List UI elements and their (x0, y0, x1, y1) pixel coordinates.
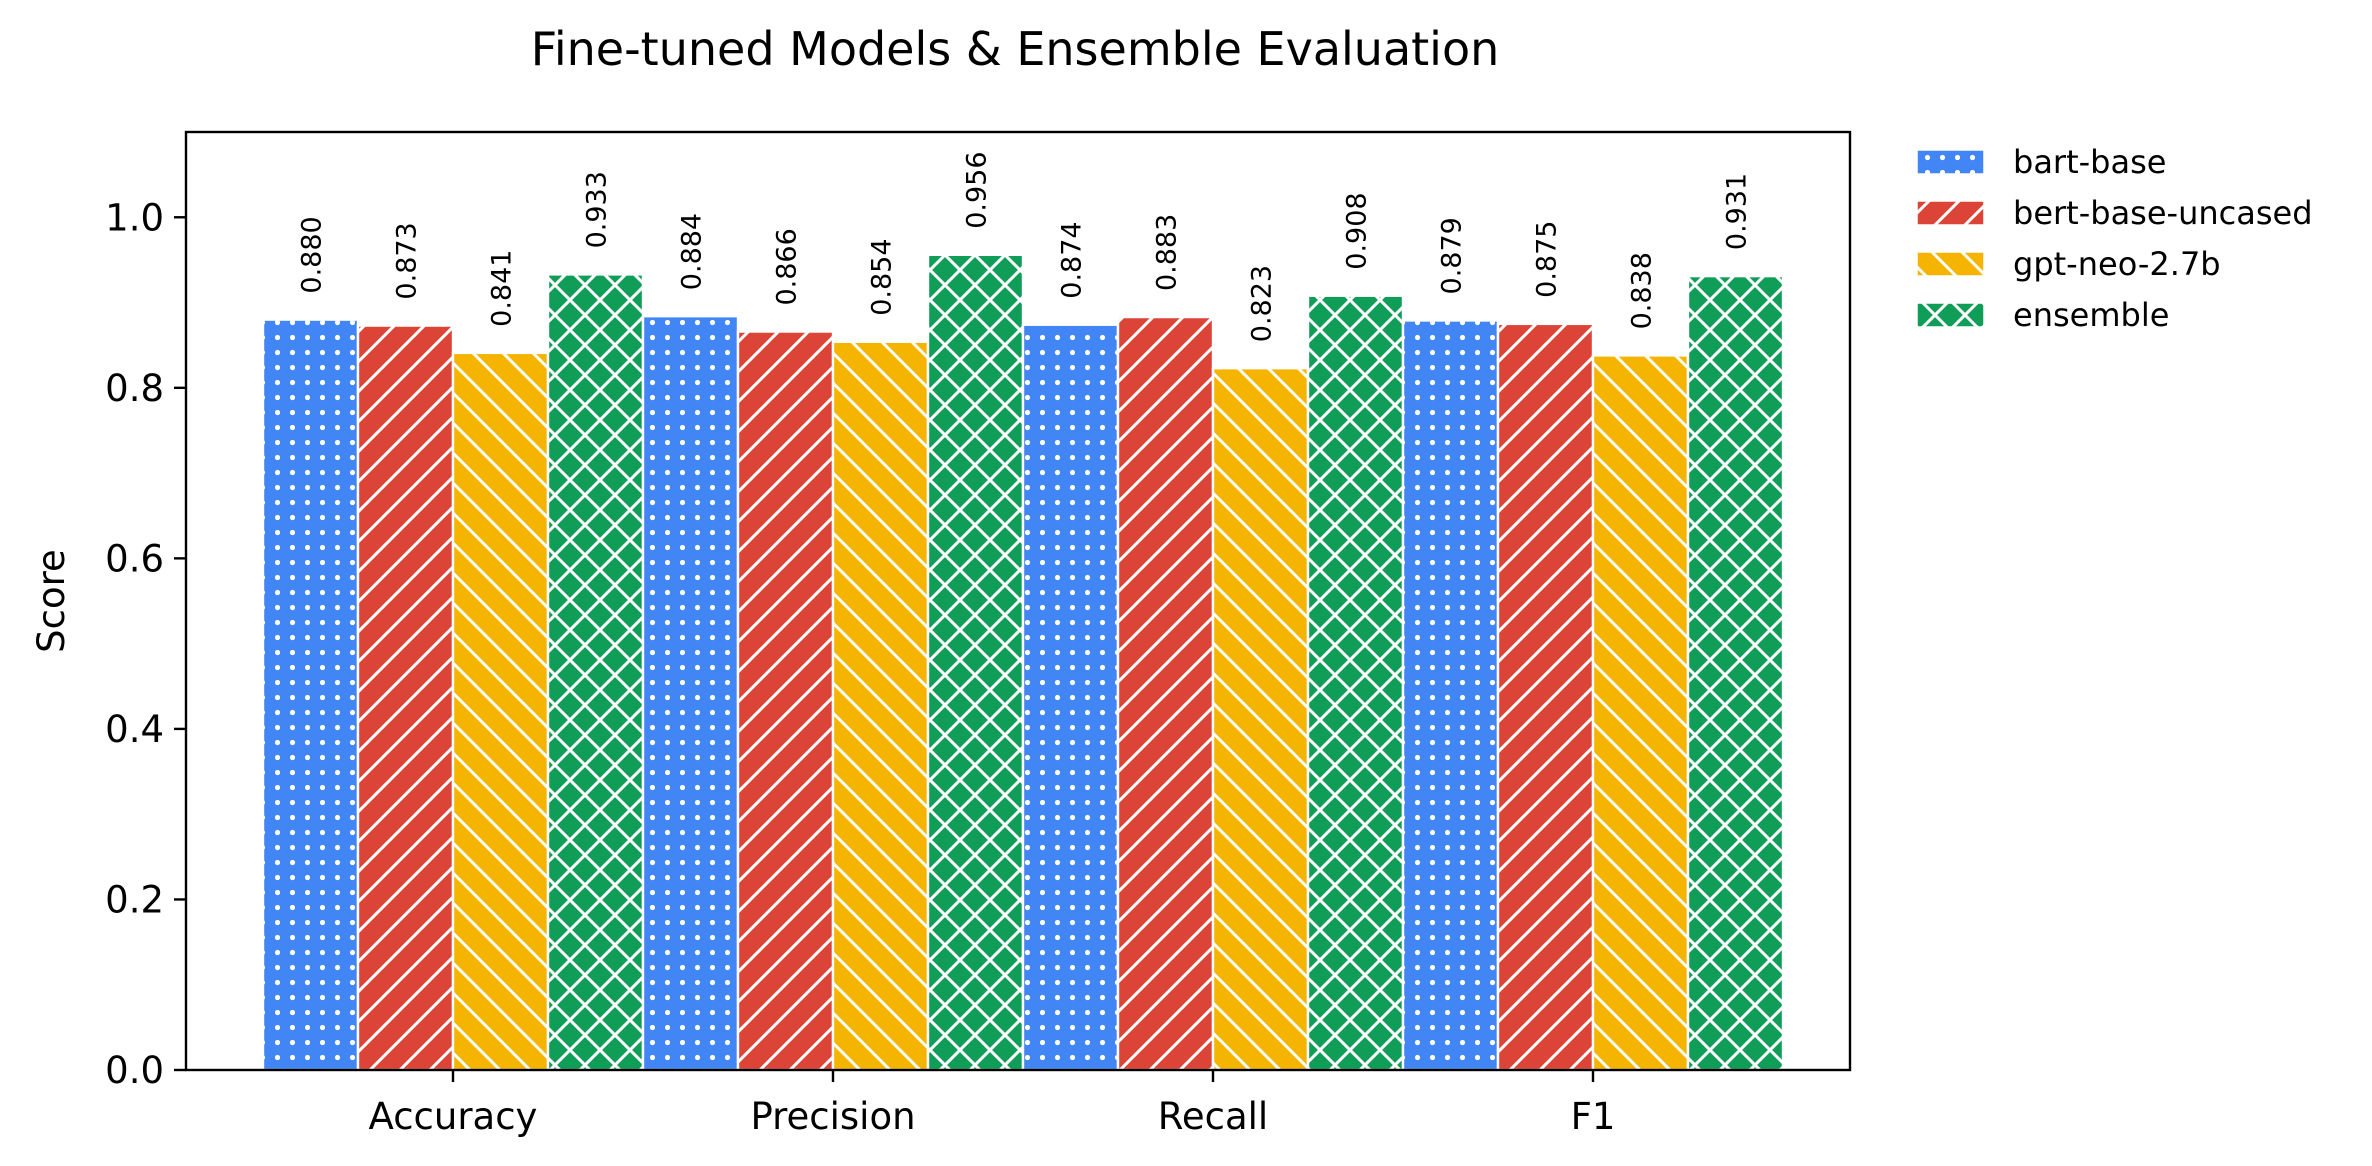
x-axis: Accuracy Precision Recall F1 (369, 1070, 1616, 1138)
legend-swatch-ensemble (1916, 302, 1985, 328)
value-label-gpt-neo-2-7b-recall: 0.823 (1247, 265, 1278, 342)
legend-label-ensemble: ensemble (2013, 296, 2169, 334)
bar-gpt-neo-2-7b-recall (1211, 367, 1310, 1072)
bar-bert-base-uncased-precision (736, 330, 835, 1072)
x-tick-label-recall: Recall (1158, 1095, 1268, 1138)
y-tick-label: 0.4 (105, 708, 164, 751)
y-tick-label: 0.6 (105, 537, 164, 580)
bar-ensemble-precision (926, 253, 1025, 1072)
legend-label-bert-base-uncased: bert-base-uncased (2013, 194, 2313, 232)
legend-swatch-gpt-neo-2-7b (1916, 251, 1985, 277)
value-label-ensemble-accuracy: 0.933 (582, 171, 613, 248)
value-label-bert-base-uncased-accuracy: 0.873 (392, 222, 423, 299)
value-label-bert-base-uncased-f1: 0.875 (1532, 221, 1563, 298)
legend-entry-gpt-neo-2-7b: gpt-neo-2.7b (1916, 245, 2221, 283)
value-label-bart-base-precision: 0.884 (677, 213, 708, 290)
legend-swatch-bart-base (1916, 149, 1985, 175)
y-tick-label: 0.2 (105, 878, 164, 921)
bar-gpt-neo-2-7b-accuracy (451, 351, 550, 1072)
y-axis: 0.0 0.2 0.4 0.6 0.8 1.0 (105, 196, 186, 1092)
bar-bart-base-accuracy (261, 318, 360, 1072)
legend-entry-ensemble: ensemble (1916, 296, 2169, 334)
bar-gpt-neo-2-7b-f1 (1591, 354, 1690, 1072)
value-labels-layer: 0.880 0.873 0.841 0.933 0.884 0.866 0.854 0.956… (297, 151, 1753, 342)
legend-entry-bart-base: bart-base (1916, 143, 2166, 181)
y-tick-label: 0.0 (105, 1049, 164, 1092)
bar-ensemble-f1 (1686, 274, 1785, 1072)
value-label-gpt-neo-2-7b-f1: 0.838 (1627, 252, 1658, 329)
legend-swatch-bert-base-uncased (1916, 200, 1985, 226)
plot-frame (184, 130, 1852, 1072)
bar-gpt-neo-2-7b-precision (831, 340, 930, 1072)
x-tick-label-precision: Precision (750, 1095, 915, 1138)
bar-bart-base-precision (641, 314, 740, 1072)
value-label-bart-base-accuracy: 0.880 (297, 216, 328, 293)
x-tick-label-f1: F1 (1571, 1095, 1616, 1138)
y-tick-label: 0.8 (105, 367, 164, 410)
legend: bart-base bert-base-uncased gpt-neo-2.7b en… (1916, 143, 2313, 334)
y-tick-label: 1.0 (105, 196, 164, 239)
bar-bert-base-uncased-f1 (1496, 322, 1595, 1072)
legend-label-gpt-neo-2-7b: gpt-neo-2.7b (2013, 245, 2221, 283)
value-label-bert-base-uncased-recall: 0.883 (1152, 214, 1183, 291)
value-label-bert-base-uncased-precision: 0.866 (772, 228, 803, 305)
value-label-ensemble-recall: 0.908 (1342, 192, 1373, 269)
value-label-ensemble-precision: 0.956 (962, 151, 993, 228)
bar-bart-base-recall (1021, 323, 1120, 1072)
bar-bart-base-f1 (1401, 319, 1500, 1072)
legend-entry-bert-base-uncased: bert-base-uncased (1916, 194, 2313, 232)
legend-label-bart-base: bart-base (2013, 143, 2166, 181)
bars-layer (261, 253, 1785, 1072)
bar-ensemble-recall (1306, 294, 1405, 1072)
value-label-gpt-neo-2-7b-accuracy: 0.841 (487, 250, 518, 327)
y-axis-label: Score (30, 549, 73, 653)
bar-bert-base-uncased-recall (1116, 315, 1215, 1072)
bar-ensemble-accuracy (546, 273, 645, 1072)
x-tick-label-accuracy: Accuracy (369, 1095, 538, 1138)
bar-bert-base-uncased-accuracy (356, 324, 455, 1072)
value-label-ensemble-f1: 0.931 (1722, 173, 1753, 250)
chart-title: Fine-tuned Models & Ensemble Evaluation (531, 22, 1500, 76)
value-label-gpt-neo-2-7b-precision: 0.854 (867, 238, 898, 315)
value-label-bart-base-recall: 0.874 (1057, 221, 1088, 298)
value-label-bart-base-f1: 0.879 (1437, 217, 1468, 294)
